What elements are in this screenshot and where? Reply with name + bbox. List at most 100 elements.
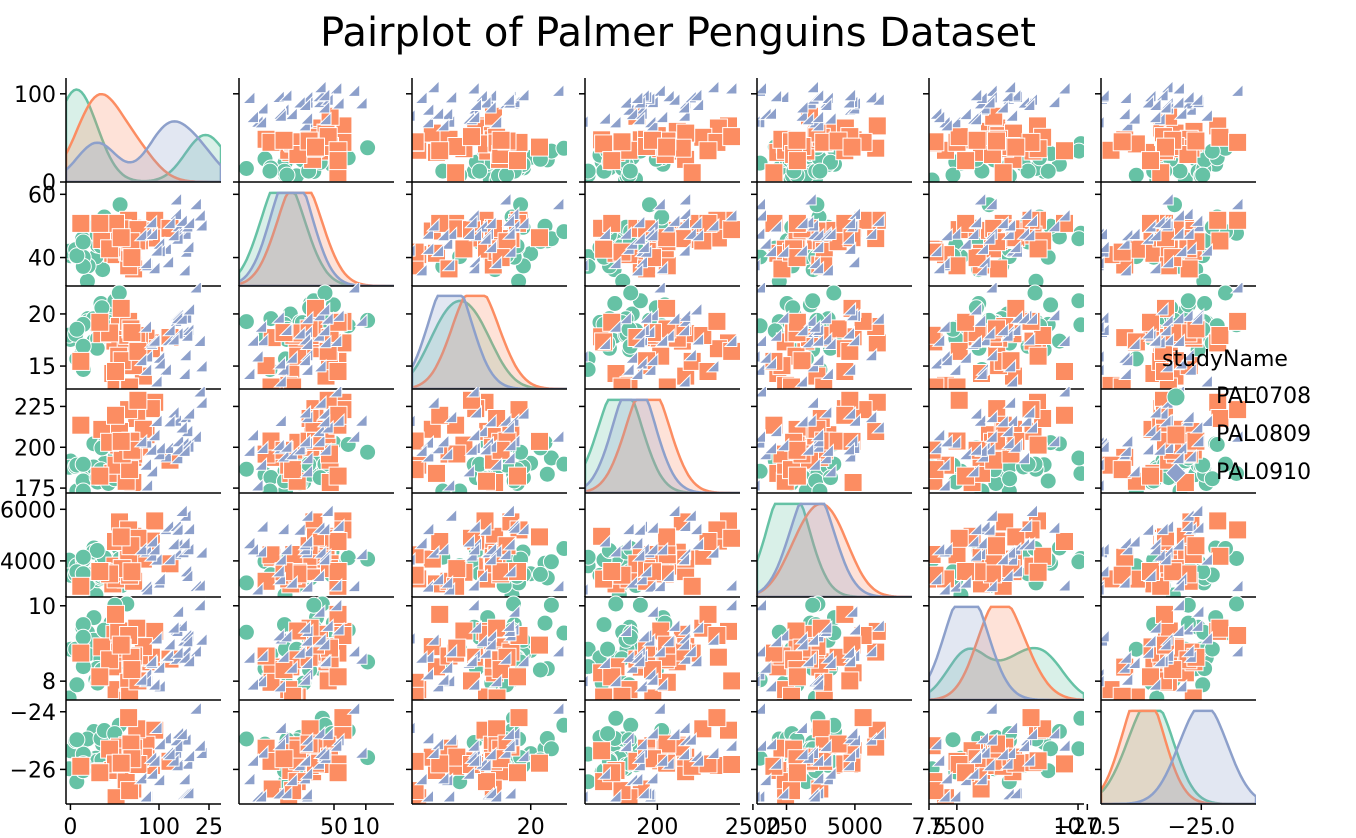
- point-pal0910-3-2-12: [443, 409, 458, 424]
- point-pal0910-4-6-11: [1199, 551, 1213, 566]
- point-pal0910-1-5-20: [1024, 213, 1039, 227]
- point-pal0910-3-5-24: [968, 405, 983, 420]
- xtick-label-4-0: 2500: [725, 815, 781, 838]
- point-pal0910-6-0-7: [151, 772, 166, 787]
- point-pal0910-1-5-7: [958, 235, 972, 250]
- point-pal0708-0-5-29: [1019, 162, 1037, 180]
- point-pal0708-6-1-13: [239, 730, 255, 748]
- point-pal0910-5-2-18: [465, 597, 480, 612]
- point-pal0910-0-3-15: [618, 94, 632, 109]
- point-pal0809-4-3-16: [682, 576, 702, 596]
- point-pal0910-1-6-28: [1157, 215, 1172, 230]
- point-pal0910-0-5-18: [1056, 80, 1071, 95]
- point-pal0910-5-2-25: [468, 619, 483, 634]
- point-pal0809-5-2-25: [430, 604, 450, 624]
- point-pal0910-3-1-14: [278, 439, 293, 453]
- point-pal0910-0-2-9: [430, 105, 445, 120]
- point-pal0910-5-3-17: [705, 632, 720, 646]
- point-pal0910-5-2-24: [515, 653, 530, 668]
- point-pal0910-3-4-21: [841, 441, 856, 456]
- point-pal0809-4-5-18: [995, 512, 1015, 532]
- point-pal0708-3-4-24: [811, 482, 829, 493]
- point-pal0910-5-1-8: [311, 604, 326, 618]
- panel-1-2-marks: [412, 191, 567, 286]
- point-pal0910-3-6-12: [1180, 409, 1195, 424]
- point-pal0910-4-5-6: [1018, 518, 1033, 533]
- point-pal0910-1-5-22: [973, 262, 988, 277]
- point-pal0910-6-3-15: [618, 738, 632, 753]
- point-pal0708-4-5-17: [1070, 553, 1084, 571]
- point-pal0708-0-6-27: [1194, 166, 1212, 182]
- point-pal0809-5-3-9: [594, 687, 614, 700]
- point-pal0809-6-3-0: [592, 741, 612, 761]
- point-pal0809-6-4-11: [811, 719, 831, 739]
- panel-3-1-marks: [239, 387, 377, 493]
- point-pal0910-1-4-11: [794, 242, 808, 257]
- point-pal0910-3-0-20: [174, 419, 188, 434]
- point-pal0910-2-5-8: [1046, 307, 1061, 322]
- point-pal0910-5-2-20: [501, 618, 515, 632]
- point-pal0809-4-6-11: [1210, 546, 1230, 566]
- point-pal0910-4-2-13: [502, 563, 517, 578]
- point-pal0910-5-6-29: [1147, 676, 1162, 691]
- point-pal0910-1-3-28: [676, 215, 691, 230]
- point-pal0910-3-2-22: [413, 443, 428, 457]
- point-pal0910-4-3-25: [690, 536, 705, 551]
- point-pal0809-3-6-29: [1141, 466, 1160, 486]
- point-pal0910-2-4-20: [871, 310, 885, 325]
- panel-6-3-marks: [585, 700, 740, 804]
- point-pal0809-1-6-15: [1179, 259, 1199, 279]
- point-pal0910-5-1-26: [299, 655, 314, 670]
- panel-0-3-marks: [585, 79, 740, 182]
- point-pal0910-0-4-9: [763, 105, 778, 120]
- point-pal0910-5-1-6: [330, 621, 345, 636]
- point-pal0910-5-6-15: [1170, 623, 1185, 638]
- point-pal0910-2-1-15: [299, 310, 314, 325]
- point-pal0910-4-1-3: [275, 521, 290, 536]
- point-pal0910-0-2-11: [412, 107, 416, 122]
- point-pal0708-3-5-17: [1070, 449, 1084, 467]
- point-pal0910-0-6-29: [1147, 109, 1162, 124]
- point-pal0809-3-4-27: [787, 440, 807, 460]
- panel-5-1: [238, 595, 394, 701]
- point-pal0910-1-0-26: [144, 226, 159, 241]
- point-pal0708-5-0-29: [74, 628, 92, 646]
- point-pal0910-2-1-7: [284, 350, 298, 364]
- point-pal0910-0-2-3: [420, 102, 435, 116]
- panel-2-2-marks: [412, 294, 567, 389]
- point-pal0910-6-0-29: [146, 752, 161, 767]
- point-pal0809-5-2-29: [508, 667, 527, 687]
- panel-2-6: [1100, 283, 1256, 390]
- point-pal0910-0-5-8: [1046, 94, 1061, 109]
- point-pal0708-3-1-24: [261, 482, 279, 493]
- point-pal0910-6-0-19: [138, 788, 153, 803]
- point-pal0910-3-1-26: [299, 463, 314, 478]
- point-pal0708-3-2-22: [555, 455, 567, 473]
- point-pal0809-1-3-9: [594, 239, 614, 259]
- point-pal0910-5-3-15: [618, 623, 632, 638]
- point-pal0809-0-2-24: [462, 127, 481, 147]
- point-pal0809-0-3-9: [594, 134, 614, 154]
- point-pal0809-6-0-19: [119, 708, 139, 728]
- point-pal0910-1-2-6: [505, 206, 520, 221]
- point-pal0809-4-3-28: [657, 527, 677, 547]
- legend-entry-pal0910: PAL0910: [1120, 454, 1350, 492]
- point-pal0910-2-4-1: [757, 348, 761, 363]
- point-pal0910-3-6-27: [1151, 441, 1166, 456]
- point-pal0910-5-1-28: [316, 636, 331, 651]
- point-pal0809-1-5-12: [1028, 239, 1048, 259]
- point-pal0910-0-1-11: [273, 107, 287, 122]
- point-pal0910-5-6-26: [1126, 655, 1141, 670]
- point-pal0708-6-3-22: [622, 716, 640, 734]
- point-pal0910-4-1-1: [249, 581, 264, 596]
- point-pal0910-2-3-17: [705, 358, 720, 373]
- point-pal0910-3-1-23: [297, 433, 311, 448]
- point-pal0809-6-2-17: [412, 751, 425, 771]
- point-pal0910-2-4-29: [810, 332, 825, 347]
- point-pal0910-2-4-15: [818, 310, 832, 325]
- point-pal0910-5-0-7: [151, 659, 166, 674]
- ytick-label-5-0: 8: [42, 670, 56, 695]
- point-pal0910-6-5-19: [936, 788, 951, 803]
- point-pal0910-1-3-1: [585, 257, 589, 272]
- point-pal0910-2-0-22: [176, 366, 191, 381]
